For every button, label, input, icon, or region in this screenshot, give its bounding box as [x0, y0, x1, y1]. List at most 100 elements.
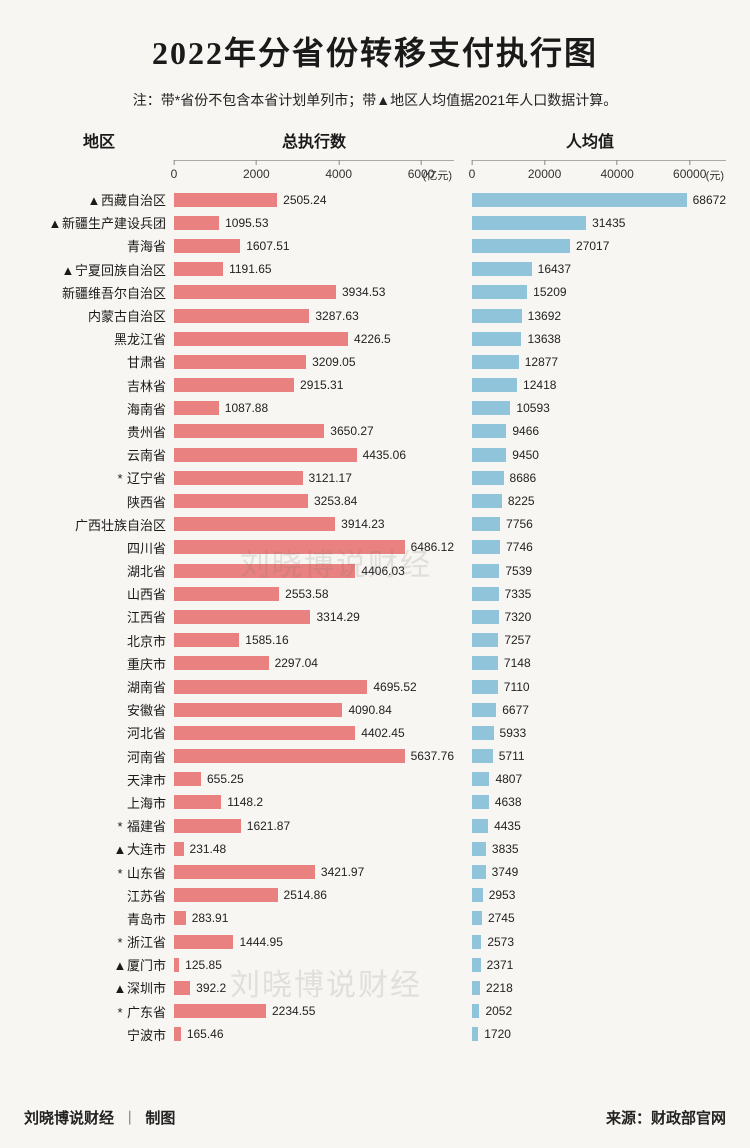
- region-marker: ▲: [87, 193, 101, 208]
- total-bar: [174, 958, 179, 972]
- total-bar: [174, 540, 405, 554]
- region-name: 吉林省: [127, 379, 166, 394]
- percap-bar-wrap: 4435: [472, 819, 726, 833]
- total-bar-wrap: 4406.03: [174, 564, 454, 578]
- region-label: 湖南省: [24, 677, 174, 696]
- total-value: 4090.84: [348, 703, 391, 717]
- percap-bar: [472, 471, 504, 485]
- total-bar-wrap: 1087.88: [174, 401, 454, 415]
- percap-bar: [472, 494, 502, 508]
- total-bar: [174, 865, 315, 879]
- percap-bar-wrap: 8225: [472, 494, 726, 508]
- footer-author: 刘晓博说财经: [24, 1110, 114, 1127]
- percap-bar-wrap: 12877: [472, 355, 726, 369]
- percap-value: 2745: [488, 911, 515, 925]
- percap-bar-wrap: 2218: [472, 981, 726, 995]
- data-row: 河北省4402.455933: [24, 721, 726, 744]
- percap-bar: [472, 216, 586, 230]
- total-bar: [174, 819, 241, 833]
- axis-percap: 0200004000060000(元): [472, 160, 726, 188]
- percap-bar: [472, 819, 488, 833]
- percap-bar: [472, 540, 500, 554]
- region-label: 重庆市: [24, 654, 174, 673]
- data-row: 重庆市2297.047148: [24, 652, 726, 675]
- data-row: 四川省6486.127746: [24, 536, 726, 559]
- region-name: 宁夏回族自治区: [75, 263, 166, 278]
- total-bar: [174, 239, 240, 253]
- total-bar: [174, 285, 336, 299]
- region-name: 天津市: [127, 773, 166, 788]
- percap-bar: [472, 448, 506, 462]
- total-bar: [174, 795, 221, 809]
- total-value: 3650.27: [330, 424, 373, 438]
- axis-tick: 4000: [325, 160, 352, 181]
- region-name: 黑龙江省: [114, 332, 166, 347]
- percap-bar-wrap: 1720: [472, 1027, 726, 1041]
- percap-bar-wrap: 13638: [472, 332, 726, 346]
- total-value: 2915.31: [300, 378, 343, 392]
- region-marker: ▲: [113, 981, 127, 996]
- region-label: *广东省: [24, 1002, 174, 1021]
- total-value: 1585.16: [245, 633, 288, 647]
- region-name: 青岛市: [127, 912, 166, 927]
- percap-bar: [472, 958, 481, 972]
- data-row: 内蒙古自治区3287.6313692: [24, 304, 726, 327]
- percap-bar-wrap: 9450: [472, 448, 726, 462]
- total-value: 1087.88: [225, 401, 268, 415]
- region-label: 北京市: [24, 631, 174, 650]
- total-value: 1148.2: [227, 795, 263, 809]
- data-row: 上海市1148.24638: [24, 791, 726, 814]
- total-bar-wrap: 3314.29: [174, 610, 454, 624]
- region-label: 宁波市: [24, 1025, 174, 1044]
- region-label: ▲新疆生产建设兵团: [24, 213, 174, 232]
- total-bar: [174, 703, 342, 717]
- percap-value: 7756: [506, 517, 533, 531]
- region-name: 北京市: [127, 634, 166, 649]
- total-bar-wrap: 3934.53: [174, 285, 454, 299]
- data-row: ▲西藏自治区2505.2468672: [24, 188, 726, 211]
- axis-unit: (亿元): [423, 167, 452, 183]
- region-label: 江西省: [24, 607, 174, 626]
- percap-bar: [472, 1027, 478, 1041]
- percap-value: 13638: [527, 332, 560, 346]
- data-row: 黑龙江省4226.513638: [24, 327, 726, 350]
- region-name: 江西省: [127, 610, 166, 625]
- total-value: 1095.53: [225, 216, 268, 230]
- percap-bar: [472, 424, 506, 438]
- percap-value: 7539: [505, 564, 532, 578]
- percap-bar: [472, 239, 570, 253]
- region-name: 山东省: [127, 866, 166, 881]
- header-region: 地区: [24, 128, 174, 152]
- percap-bar-wrap: 2052: [472, 1004, 726, 1018]
- region-marker: *: [113, 819, 127, 834]
- percap-bar: [472, 378, 517, 392]
- total-bar-wrap: 231.48: [174, 842, 454, 856]
- region-label: 四川省: [24, 538, 174, 557]
- percap-value: 2371: [487, 958, 514, 972]
- total-bar: [174, 378, 294, 392]
- region-marker: *: [113, 866, 127, 881]
- percap-bar: [472, 1004, 479, 1018]
- region-marker: ▲: [48, 216, 62, 231]
- percap-bar: [472, 726, 494, 740]
- axis-unit: (元): [706, 167, 724, 183]
- total-value: 231.48: [190, 842, 227, 856]
- total-bar: [174, 471, 303, 485]
- region-label: 海南省: [24, 399, 174, 418]
- data-row: 湖北省4406.037539: [24, 559, 726, 582]
- percap-bar-wrap: 13692: [472, 309, 726, 323]
- region-name: 辽宁省: [127, 471, 166, 486]
- column-headers: 地区 总执行数 人均值: [24, 128, 726, 152]
- total-value: 3934.53: [342, 285, 385, 299]
- total-value: 4435.06: [363, 448, 406, 462]
- region-label: 广西壮族自治区: [24, 515, 174, 534]
- percap-bar-wrap: 68672: [472, 193, 726, 207]
- total-bar-wrap: 4090.84: [174, 703, 454, 717]
- region-name: 河南省: [127, 750, 166, 765]
- data-row: 河南省5637.765711: [24, 745, 726, 768]
- percap-value: 7335: [505, 587, 532, 601]
- percap-bar: [472, 865, 486, 879]
- region-marker: ▲: [113, 842, 127, 857]
- percap-value: 7148: [504, 656, 531, 670]
- total-bar-wrap: 2553.58: [174, 587, 454, 601]
